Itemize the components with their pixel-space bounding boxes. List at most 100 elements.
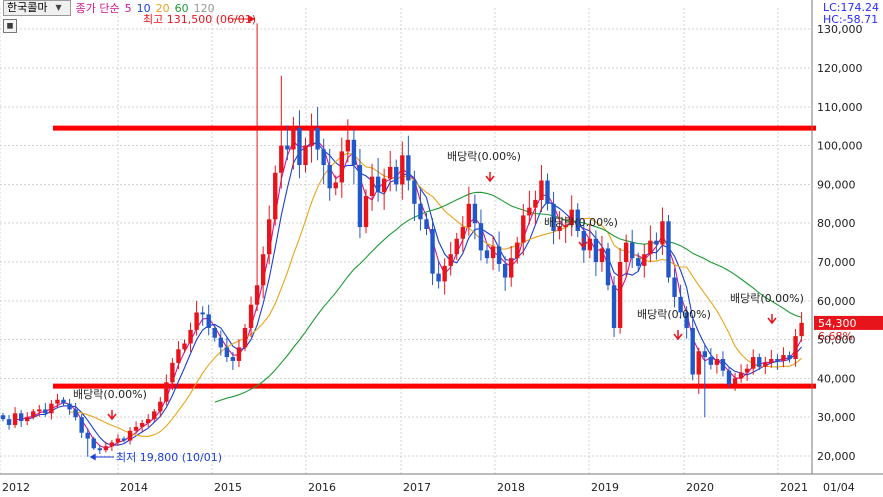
candle-body (412, 180, 417, 204)
candle-body (176, 349, 181, 363)
candle-body (744, 368, 750, 373)
candle-body (97, 448, 102, 451)
candle-body (43, 409, 48, 414)
candle-body (49, 403, 54, 414)
high-arrow-head (249, 15, 256, 23)
low-arrow-head (89, 453, 96, 461)
candle-body (769, 359, 774, 363)
candle-body (630, 242, 635, 259)
candle-body (297, 128, 302, 165)
candle-body (115, 438, 121, 443)
candle-body (448, 254, 453, 266)
x-tick-label: 2021 (780, 481, 808, 494)
x-tick-label: 2017 (403, 481, 431, 494)
dividend-annotation: 배당락(0.00%) (73, 388, 147, 401)
ma-legend: 한국콜마 ▼ 종가 단순 5 10 20 60 120 (0, 0, 220, 16)
candle-body (248, 304, 254, 328)
lc-hc-readout: LC:174.24 HC:-58.71 (823, 2, 879, 26)
ma-period-20[interactable]: 20 (155, 1, 170, 15)
candle-body (642, 254, 647, 266)
stock-name: 한국콜마 (7, 1, 48, 14)
candle-body (164, 382, 169, 402)
candle-body (732, 378, 738, 385)
x-tick-label: 2014 (120, 481, 148, 494)
candle-body (436, 273, 441, 282)
x-tick-label: 2012 (2, 481, 30, 494)
candle-body (793, 336, 798, 359)
y-tick-label: 50,000 (817, 334, 856, 347)
current-price: 54,300 (818, 317, 857, 330)
current-change: 6.68% (818, 330, 853, 343)
candle-body (394, 166, 399, 185)
low-annotation: 최저 19,800 (10/01) (116, 451, 222, 464)
candle-body (684, 312, 689, 328)
dividend-arrow-icon (107, 410, 117, 421)
candle-body (242, 327, 248, 348)
candle-body (25, 417, 30, 422)
ma-period-120[interactable]: 120 (193, 1, 215, 15)
candle-body (333, 182, 338, 189)
ma-period-5[interactable]: 5 (124, 1, 132, 15)
candle-body (85, 432, 90, 439)
candle-body (351, 139, 357, 165)
y-tick-label: 90,000 (817, 178, 856, 191)
candle-body (575, 209, 580, 231)
candle-body (375, 176, 381, 193)
y-tick-label: 120,000 (817, 62, 863, 75)
y-tick-label: 80,000 (817, 217, 856, 230)
candle-body (279, 145, 284, 173)
dividend-annotation: 배당락(0.00%) (637, 308, 711, 321)
candle-body (623, 242, 629, 262)
high-annotation: 최고 131,500 (06/01) (143, 13, 256, 26)
candle-body (303, 145, 308, 165)
candle-body (388, 166, 393, 179)
candle-body (696, 351, 701, 375)
dividend-annotation: 배당락(0.00%) (544, 216, 618, 229)
ma60-line (214, 191, 802, 403)
candle-body (133, 426, 139, 431)
candle-body (539, 180, 544, 200)
candle-body (218, 337, 223, 348)
candle-body (763, 362, 768, 367)
grid-toggle-icon[interactable]: ▦ (3, 19, 17, 33)
candle-body (527, 207, 532, 216)
candle-body (509, 258, 514, 278)
candle-body (327, 165, 332, 189)
lc-value: LC:174.24 (822, 1, 879, 14)
ma-period-10[interactable]: 10 (136, 1, 151, 15)
candle-body (418, 203, 423, 220)
candle-body (158, 401, 163, 412)
candle-body (6, 419, 12, 425)
candle-body (212, 327, 217, 338)
dividend-arrow-icon (578, 238, 588, 249)
candle-body (121, 438, 127, 441)
candle-body (521, 215, 526, 243)
candle-body (478, 223, 484, 251)
candle-body (515, 242, 520, 259)
x-tick-label: 01/04 (823, 481, 855, 494)
candle-body (496, 246, 502, 264)
candle-body (357, 165, 363, 228)
candle-body (67, 403, 72, 410)
candle-body (73, 409, 78, 418)
candle-body (472, 203, 478, 224)
candle-body (430, 229, 435, 274)
candle-body (714, 359, 720, 365)
candle-body (551, 203, 556, 231)
candle-body (273, 172, 278, 220)
candle-body (672, 277, 677, 297)
candle-body (799, 322, 804, 337)
y-tick-label: 30,000 (817, 411, 856, 424)
stock-selector[interactable]: 한국콜마 ▼ (3, 0, 71, 16)
candle-body (224, 347, 230, 358)
candle-body (230, 357, 236, 361)
ma-period-60[interactable]: 60 (174, 1, 189, 15)
dividend-arrow-icon (673, 330, 683, 341)
candle-body (0, 415, 6, 420)
x-tick-label: 2018 (497, 481, 525, 494)
candle-body (545, 180, 550, 204)
x-tick-label: 2016 (308, 481, 336, 494)
candle-body (490, 246, 496, 259)
